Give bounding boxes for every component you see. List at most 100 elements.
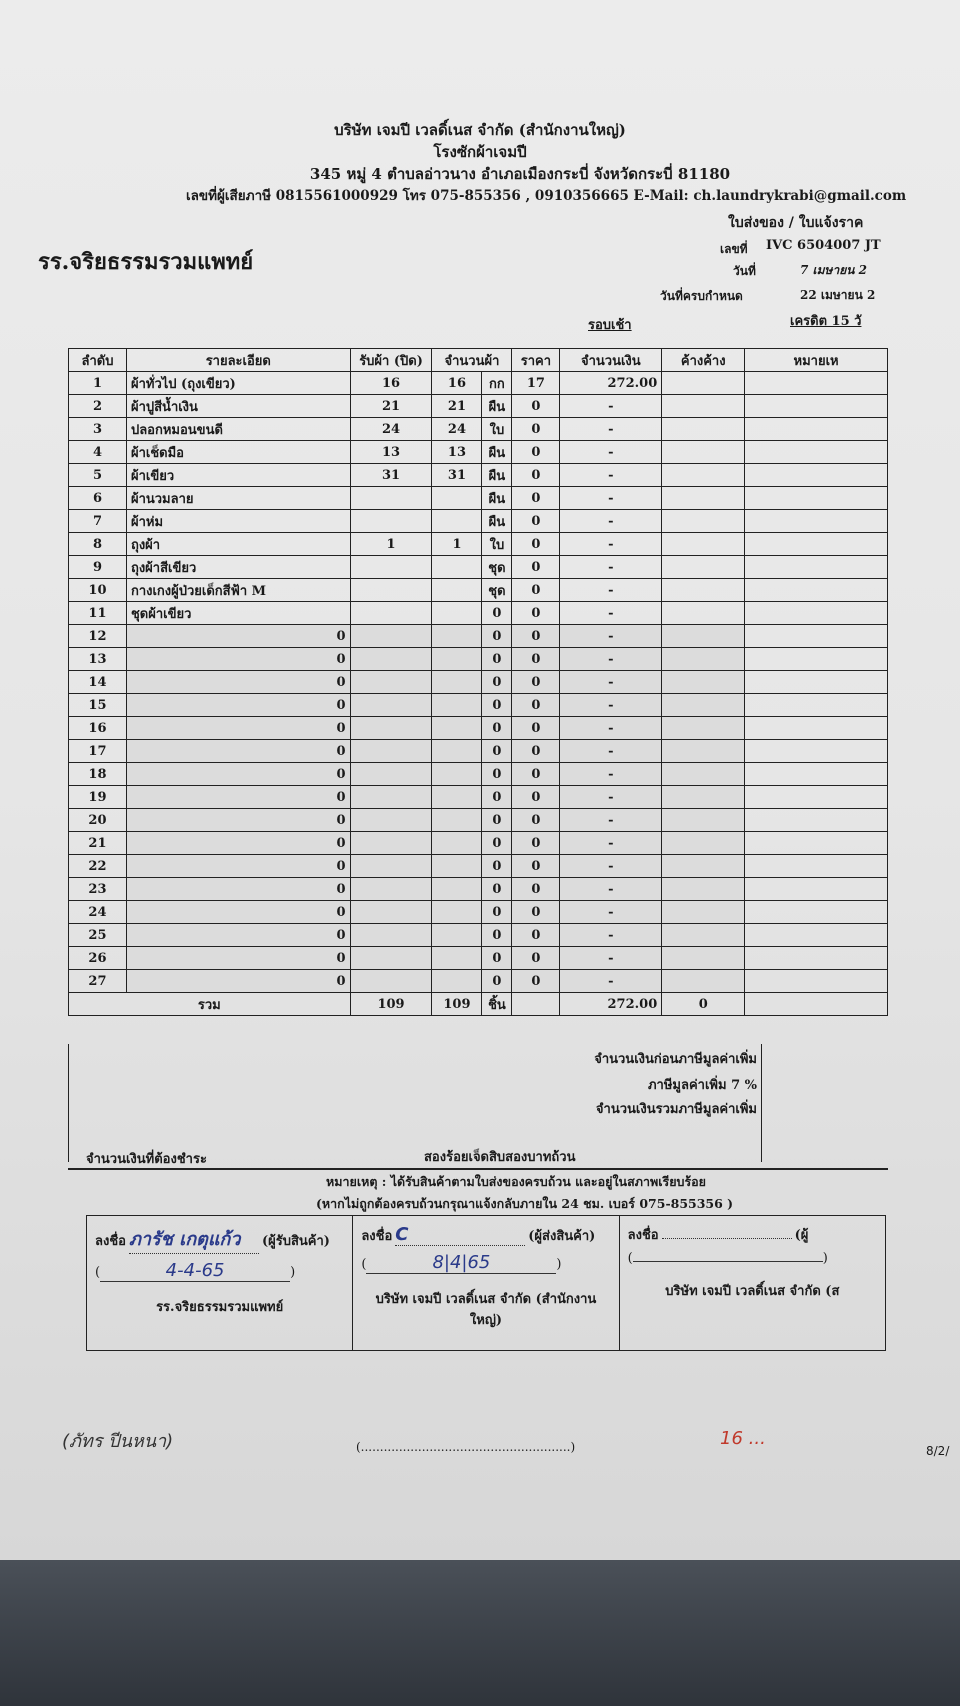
row-qty	[431, 578, 483, 602]
sign-org: รร.จริยธรรมรวมแพทย์	[156, 1300, 284, 1315]
row-outstanding	[661, 808, 746, 832]
row-outstanding	[661, 440, 746, 464]
row-price: 0	[511, 486, 561, 510]
row-amount: 272.00	[559, 371, 663, 395]
row-description: 0	[125, 785, 351, 809]
table-row: 21 0 0 0-	[68, 831, 888, 855]
total-outstanding: 0	[661, 992, 746, 1016]
row-outstanding	[661, 762, 746, 786]
row-no: 13	[68, 647, 127, 671]
row-received	[349, 670, 433, 694]
table-row: 25 0 0 0-	[68, 923, 888, 947]
row-outstanding	[661, 716, 746, 740]
handwritten-date: 8|4|65	[366, 1252, 557, 1274]
table-row: 26 0 0 0-	[68, 946, 888, 970]
row-remarks	[744, 578, 888, 602]
row-unit: 0	[481, 831, 513, 855]
row-outstanding	[661, 831, 746, 855]
handwritten-name	[661, 1238, 792, 1239]
row-description: 0	[125, 716, 351, 740]
table-row: 23 0 0 0-	[68, 877, 888, 901]
row-received	[349, 969, 433, 993]
row-description: 0	[125, 739, 351, 763]
total-received: 109	[349, 992, 433, 1016]
row-amount: -	[559, 463, 663, 487]
row-no: 11	[68, 601, 127, 625]
table-row: 19 0 0 0-	[68, 785, 888, 809]
row-description: 0	[125, 854, 351, 878]
row-qty	[431, 877, 483, 901]
credit: เครดิต 15 วั	[790, 314, 862, 329]
row-description: ผ้าทั่วไป (ถุงเขียว)	[125, 371, 351, 395]
row-outstanding	[661, 417, 746, 441]
row-price: 0	[511, 394, 561, 418]
row-no: 17	[68, 739, 127, 763]
table-row: 8 ถุงผ้า 1 1 ใบ 0-	[68, 532, 888, 556]
row-outstanding	[661, 670, 746, 694]
row-price: 0	[511, 762, 561, 786]
row-received: 16	[349, 371, 433, 395]
row-unit: ผืน	[481, 463, 513, 487]
row-unit: ใบ	[481, 417, 513, 441]
row-amount: -	[559, 693, 663, 717]
row-description: 0	[125, 831, 351, 855]
row-amount: -	[559, 831, 663, 855]
signature-block: ลงชื่อ ภารัช เกตุแก้ว (ผู้รับสินค้า) (4-4-…	[85, 1215, 354, 1351]
company-branch: โรงซักผ้าเจมปี	[433, 143, 527, 161]
table-row: 16 0 0 0-	[68, 716, 888, 740]
row-no: 2	[68, 394, 127, 418]
row-amount: -	[559, 877, 663, 901]
total-remarks	[744, 992, 888, 1016]
row-amount: -	[559, 578, 663, 602]
row-qty	[431, 900, 483, 924]
table-row: 27 0 0 0-	[68, 969, 888, 993]
sign-role: (ผู้ส่งสินค้า)	[528, 1229, 596, 1244]
row-description: 0	[125, 693, 351, 717]
row-description: 0	[125, 969, 351, 993]
row-amount: -	[559, 739, 663, 763]
row-no: 5	[68, 463, 127, 487]
row-outstanding	[661, 601, 746, 625]
customer-name: รร.จริยธรรมรวมแพทย์	[38, 249, 254, 275]
header-no: ลำดับ	[68, 348, 127, 372]
handwritten-name: C	[395, 1224, 526, 1246]
table-row: 2 ผ้าปูสีน้ำเงิน 21 21 ผืน 0-	[68, 394, 888, 418]
row-received	[349, 624, 433, 648]
row-description: ผ้าเขียว	[125, 463, 351, 487]
bottom-handwriting-2: 16 ...	[720, 1428, 766, 1449]
row-price: 0	[511, 739, 561, 763]
total-amount: 272.00	[559, 992, 663, 1016]
due-date: 22 เมษายน 2	[800, 288, 876, 302]
row-remarks	[744, 693, 888, 717]
row-price: 0	[511, 417, 561, 441]
row-amount: -	[559, 486, 663, 510]
row-remarks	[744, 417, 888, 441]
row-qty	[431, 854, 483, 878]
row-price: 0	[511, 647, 561, 671]
row-amount: -	[559, 509, 663, 533]
row-no: 9	[68, 555, 127, 579]
due-label: วันที่ครบกำหนด	[660, 289, 743, 303]
total-unit: ชิ้น	[481, 992, 513, 1016]
row-received: 21	[349, 394, 433, 418]
row-received	[349, 785, 433, 809]
row-received	[349, 693, 433, 717]
row-unit: ผืน	[481, 486, 513, 510]
row-outstanding	[661, 509, 746, 533]
row-received: 31	[349, 463, 433, 487]
bottom-handwriting-1: (ภัทร ปีนหนา)	[62, 1431, 174, 1452]
total-price	[511, 992, 561, 1016]
row-unit: กก	[481, 371, 513, 395]
row-amount: -	[559, 969, 663, 993]
row-description: 0	[125, 624, 351, 648]
row-no: 1	[68, 371, 127, 395]
row-price: 0	[511, 808, 561, 832]
row-remarks	[744, 716, 888, 740]
row-remarks	[744, 486, 888, 510]
row-amount: -	[559, 808, 663, 832]
summary-box: จำนวนเงินก่อนภาษีมูลค่าเพิ่ม ภาษีมูลค่าเ…	[68, 1044, 762, 1162]
row-no: 21	[68, 831, 127, 855]
row-price: 0	[511, 578, 561, 602]
row-remarks	[744, 440, 888, 464]
row-outstanding	[661, 900, 746, 924]
